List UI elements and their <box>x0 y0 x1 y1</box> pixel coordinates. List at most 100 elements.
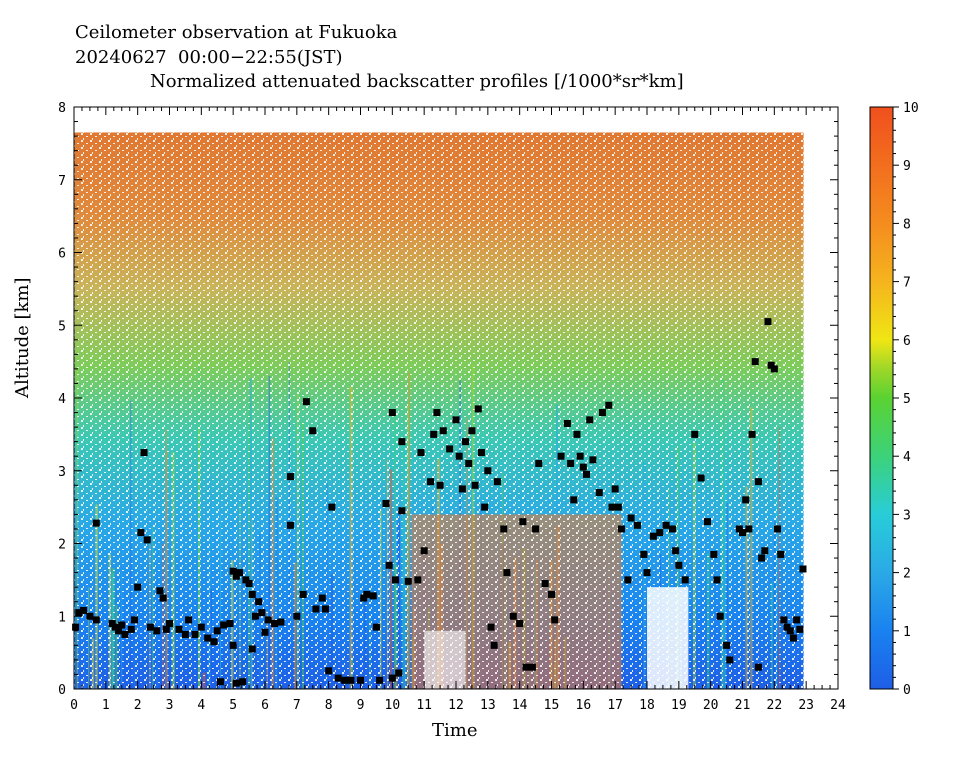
cloud-base-marker <box>624 576 632 584</box>
cloud-base-marker <box>376 676 384 684</box>
cloud-base-marker <box>232 572 240 580</box>
cloud-base-marker <box>656 529 664 537</box>
cloud-base-marker <box>754 478 762 486</box>
cloud-base-marker <box>255 598 263 606</box>
cloud-base-marker <box>535 459 543 467</box>
cloud-base-marker <box>589 456 597 464</box>
cloud-base-marker <box>75 609 83 617</box>
cloud-base-marker <box>153 627 161 635</box>
y-tick-label: 0 <box>58 683 66 698</box>
cloud-base-marker <box>764 318 772 326</box>
colorbar-tick-label: 4 <box>903 450 911 465</box>
cloud-base-marker <box>799 565 807 573</box>
cloud-base-marker <box>754 663 762 671</box>
colorbar-gradient <box>869 106 894 690</box>
x-tick-label: 20 <box>703 698 719 713</box>
cloud-base-marker <box>751 358 759 366</box>
cloud-base-marker <box>140 449 148 457</box>
cloud-base-marker <box>675 561 683 569</box>
cloud-base-marker <box>321 605 329 613</box>
cloud-base-marker <box>175 625 183 633</box>
cloud-base-marker <box>516 620 524 628</box>
x-tick-label: 19 <box>671 698 687 713</box>
cloud-base-marker <box>662 521 670 529</box>
cloud-base-marker <box>127 625 135 633</box>
x-tick-label: 0 <box>70 698 78 713</box>
cloud-base-marker <box>226 620 234 628</box>
cloud-base-marker <box>436 481 444 489</box>
cloud-base-marker <box>573 430 581 438</box>
cloud-base-marker <box>121 630 129 638</box>
x-tick-label: 2 <box>134 698 142 713</box>
y-tick-label: 5 <box>58 319 66 334</box>
x-tick-label: 6 <box>261 698 269 713</box>
cloud-base-marker <box>137 529 145 537</box>
cloud-base-marker <box>633 521 641 529</box>
cloud-base-marker <box>372 623 380 631</box>
cloud-base-marker <box>748 430 756 438</box>
y-tick-label: 4 <box>58 392 66 407</box>
cloud-base-marker <box>452 416 460 424</box>
cloud-base-marker <box>417 449 425 457</box>
cloud-base-marker <box>716 612 724 620</box>
x-tick-label: 4 <box>197 698 205 713</box>
cloud-base-marker <box>363 590 371 598</box>
cloud-base-marker <box>204 634 212 642</box>
x-tick-label: 23 <box>798 698 814 713</box>
cloud-base-marker <box>668 525 676 533</box>
cloud-base-marker <box>681 576 689 584</box>
cloud-base-marker <box>455 452 463 460</box>
chart-title-station: Ceilometer observation at Fukuoka <box>75 22 398 43</box>
cloud-base-marker <box>398 438 406 446</box>
colorbar: 0 1 2 3 4 5 6 7 8 9 10 <box>869 101 919 698</box>
x-axis-label: Time <box>432 720 478 741</box>
cloud-base-marker <box>567 459 575 467</box>
x-tick-label: 21 <box>735 698 751 713</box>
cloud-base-marker <box>608 503 616 511</box>
cloud-base-marker <box>541 580 549 588</box>
cloud-base-marker <box>595 489 603 497</box>
x-tick-label: 15 <box>544 698 560 713</box>
cloud-base-marker <box>643 569 651 577</box>
cloud-base-marker <box>611 485 619 493</box>
cloud-base-marker <box>156 587 164 595</box>
cloud-base-marker <box>519 518 527 526</box>
cloud-base-marker <box>586 416 594 424</box>
cloud-base-marker <box>357 676 364 684</box>
cloud-base-marker <box>309 427 317 435</box>
cloud-base-marker <box>528 663 536 671</box>
colorbar-tick-label: 8 <box>903 217 911 232</box>
cloud-base-marker <box>404 577 412 585</box>
cloud-base-marker <box>159 594 167 602</box>
cloud-base-marker <box>484 467 492 475</box>
cloud-base-marker <box>86 612 94 620</box>
cloud-base-marker <box>474 405 482 413</box>
cloud-base-marker <box>576 452 584 460</box>
cloud-base-marker <box>786 627 794 635</box>
cloud-base-marker <box>185 616 193 624</box>
cloud-base-marker <box>92 616 100 624</box>
x-tick-label: 3 <box>166 698 174 713</box>
cloud-base-marker <box>143 536 151 544</box>
x-tick-label: 10 <box>385 698 401 713</box>
x-tick-label: 1 <box>102 698 110 713</box>
y-tick-label: 6 <box>58 247 66 262</box>
x-tick-label: 8 <box>325 698 333 713</box>
cloud-base-marker <box>614 503 622 511</box>
cloud-base-marker <box>433 409 441 417</box>
cloud-base-marker <box>583 470 591 478</box>
cloud-base-marker <box>618 525 626 533</box>
cloud-base-marker <box>532 525 540 533</box>
x-tick-label: 16 <box>576 698 592 713</box>
cloud-base-marker <box>563 419 571 427</box>
cloud-base-marker <box>783 623 791 631</box>
cloud-base-marker <box>481 503 489 511</box>
cloud-base-marker <box>468 427 476 435</box>
cloud-base-marker <box>210 638 218 646</box>
cloud-base-marker <box>369 592 377 600</box>
cloud-base-marker <box>245 580 253 588</box>
cloud-base-marker <box>248 645 256 653</box>
colorbar-tick-label: 6 <box>903 334 911 349</box>
cloud-base-marker <box>522 663 530 671</box>
